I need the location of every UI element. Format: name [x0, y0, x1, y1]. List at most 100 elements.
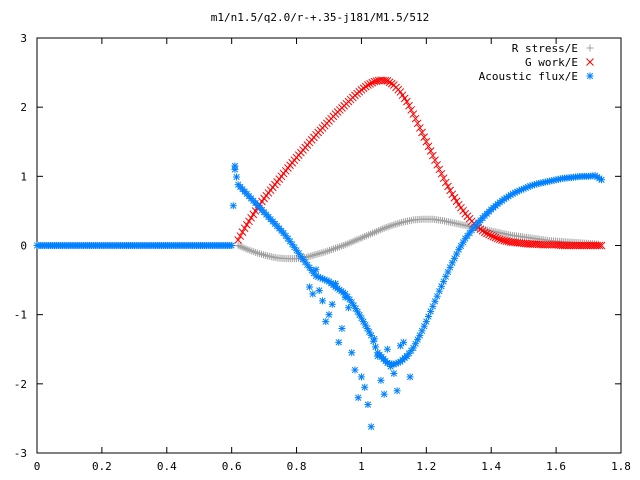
acoustic-flux-point-d2 — [381, 391, 388, 398]
acoustic-flux-point-d2 — [356, 311, 363, 319]
acoustic-flux-point-d2 — [372, 343, 379, 351]
g-work-point-d2 — [377, 76, 385, 85]
g-work-point — [242, 220, 251, 229]
acoustic-flux-point-d2 — [228, 242, 235, 249]
g-work-point — [428, 151, 437, 160]
acoustic-flux-point — [380, 390, 388, 398]
series-g-work — [234, 76, 606, 250]
g-work-point — [431, 156, 439, 165]
x-tick-label: 0.6 — [222, 460, 242, 473]
g-work-point-d2 — [403, 97, 411, 106]
g-work-point — [383, 77, 392, 85]
g-work-point-d2 — [480, 228, 489, 237]
g-work-point-d2 — [483, 229, 491, 238]
g-work-point — [485, 230, 493, 239]
acoustic-flux-point-d2 — [322, 318, 329, 325]
acoustic-flux-point — [319, 297, 327, 305]
g-work-point-d2 — [454, 200, 463, 209]
y-tick-label: 3 — [20, 32, 27, 45]
g-work-point — [418, 128, 426, 137]
g-work-point-d2 — [238, 228, 247, 236]
g-work-point — [238, 228, 247, 236]
g-work-point-d2 — [508, 238, 517, 247]
acoustic-flux-point-d2 — [360, 318, 367, 325]
g-work-point-d2 — [452, 197, 461, 206]
x-tick-label: 0 — [34, 460, 41, 473]
acoustic-flux-point-d2 — [230, 202, 237, 209]
acoustic-flux-point-d2 — [364, 401, 372, 408]
acoustic-flux-point-d2 — [342, 294, 349, 301]
acoustic-flux-point-d2 — [289, 241, 296, 248]
acoustic-flux-point — [374, 352, 382, 360]
g-work-point-d2 — [407, 106, 416, 114]
acoustic-flux-point — [598, 176, 606, 184]
g-work-point-d2 — [409, 110, 418, 118]
acoustic-flux-point — [315, 286, 323, 294]
data-marks — [33, 76, 606, 431]
y-tick-label: 1 — [20, 170, 27, 183]
g-work-point-d2 — [457, 203, 465, 212]
g-work-point — [236, 232, 245, 240]
g-work-point — [247, 213, 255, 222]
acoustic-flux-point — [312, 266, 320, 274]
g-work-point-d2 — [502, 237, 511, 245]
g-work-point-d2 — [418, 128, 426, 137]
x-tick-label: 0.4 — [157, 460, 177, 473]
g-work-point — [398, 91, 407, 100]
g-work-point-d2 — [513, 238, 522, 247]
g-work-point-d2 — [426, 147, 435, 155]
g-work-point — [366, 80, 374, 88]
y-tick-label: -2 — [14, 378, 27, 391]
acoustic-flux-point — [377, 376, 385, 384]
acoustic-flux-point — [351, 366, 359, 374]
acoustic-flux-point-d2 — [309, 290, 316, 298]
acoustic-flux-point-d2 — [306, 283, 313, 291]
acoustic-flux-point-d2 — [295, 250, 302, 257]
g-work-point-d2 — [379, 76, 387, 85]
g-work-point — [433, 160, 442, 169]
acoustic-flux-point-d2 — [233, 173, 240, 181]
g-work-point-d2 — [366, 80, 374, 88]
g-work-point-d2 — [240, 224, 249, 233]
acoustic-flux-point-d2 — [351, 366, 359, 374]
g-work-point-d2 — [236, 232, 245, 240]
r-stress-point — [258, 250, 266, 258]
r-stress-point — [256, 250, 264, 258]
g-work-point — [400, 94, 409, 103]
acoustic-flux-point — [228, 242, 236, 249]
g-work-point — [249, 210, 258, 219]
x-tick-label: 0.8 — [287, 460, 307, 473]
x-tick-label: 1.2 — [416, 460, 436, 473]
acoustic-flux-point-d2 — [355, 394, 362, 401]
acoustic-flux-point-d2 — [319, 297, 326, 304]
y-tick-label: -1 — [14, 309, 27, 322]
g-work-point-d2 — [532, 240, 541, 248]
g-work-point-d2 — [444, 182, 452, 191]
legend-symbol — [586, 58, 594, 66]
legend-symbol — [586, 72, 594, 80]
r-stress-point — [392, 220, 400, 228]
acoustic-flux-point — [459, 238, 467, 246]
g-work-point-d2 — [381, 76, 390, 85]
acoustic-flux-point-d2 — [352, 305, 359, 312]
legend-label-r-stress: R stress/E — [512, 42, 578, 55]
acoustic-flux-point — [367, 423, 375, 431]
acoustic-flux-point-d2 — [368, 332, 375, 339]
acoustic-flux-point — [370, 335, 378, 343]
g-work-point-d2 — [405, 101, 413, 110]
acoustic-flux-point-d2 — [400, 339, 407, 346]
g-work-point — [364, 81, 372, 89]
g-work-point-d2 — [435, 165, 444, 174]
g-work-point-d2 — [383, 77, 392, 85]
acoustic-flux-point-d2 — [345, 304, 352, 311]
acoustic-flux-point-d2 — [286, 238, 294, 245]
acoustic-flux-point — [354, 394, 362, 402]
acoustic-flux-point-d2 — [377, 377, 385, 384]
g-work-point-d2 — [249, 210, 258, 219]
acoustic-flux-point — [390, 369, 398, 377]
g-work-point — [489, 232, 498, 241]
g-work-point-d2 — [439, 174, 448, 183]
g-work-point-d2 — [424, 142, 433, 151]
chart-title: m1/n1.5/q2.0/r-+.35-j181/M1.5/512 — [211, 11, 430, 24]
